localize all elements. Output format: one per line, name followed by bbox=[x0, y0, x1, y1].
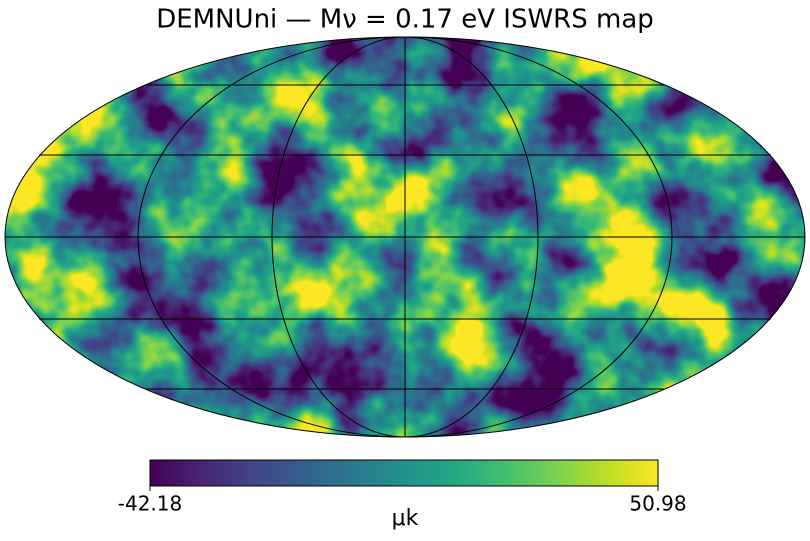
map-title: DEMNUni — Mν = 0.17 eV ISWRS map bbox=[156, 5, 654, 35]
colorbar-tick-label: 50.98 bbox=[629, 492, 686, 516]
graticule bbox=[4, 36, 806, 438]
colorbar-axis: -42.18 50.98 bbox=[118, 486, 687, 516]
colorbar-tick-label: -42.18 bbox=[118, 492, 182, 516]
colorbar-label: μk bbox=[392, 506, 419, 531]
map-outline bbox=[4, 36, 806, 438]
colorbar bbox=[149, 459, 659, 487]
